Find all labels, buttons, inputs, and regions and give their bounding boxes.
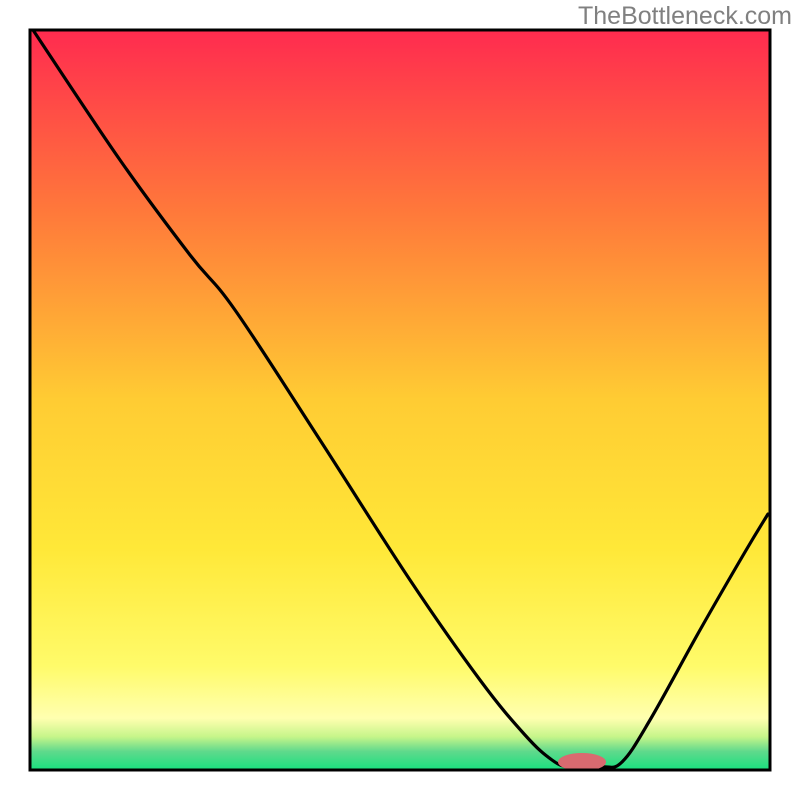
bottleneck-chart	[0, 0, 800, 800]
optimal-marker	[558, 753, 606, 771]
gradient-background	[30, 30, 770, 770]
chart-root: TheBottleneck.com	[0, 0, 800, 800]
watermark-text: TheBottleneck.com	[578, 2, 792, 31]
